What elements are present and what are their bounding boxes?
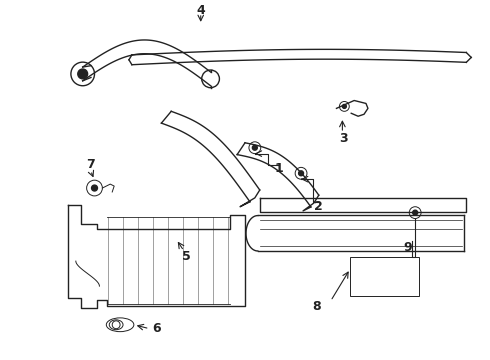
Circle shape <box>78 69 88 79</box>
Ellipse shape <box>106 318 134 332</box>
Circle shape <box>343 104 346 108</box>
Text: 1: 1 <box>275 162 284 175</box>
Text: 3: 3 <box>339 132 348 145</box>
Circle shape <box>298 171 303 176</box>
Text: 5: 5 <box>182 251 190 264</box>
Circle shape <box>92 185 98 191</box>
Ellipse shape <box>109 320 123 330</box>
Text: 9: 9 <box>403 240 412 253</box>
FancyBboxPatch shape <box>350 257 419 296</box>
Circle shape <box>252 145 257 150</box>
Circle shape <box>413 210 417 215</box>
Text: 2: 2 <box>315 200 323 213</box>
Text: 8: 8 <box>313 300 321 312</box>
Text: 6: 6 <box>152 322 161 335</box>
Text: 7: 7 <box>86 158 95 171</box>
Text: 4: 4 <box>196 4 205 18</box>
